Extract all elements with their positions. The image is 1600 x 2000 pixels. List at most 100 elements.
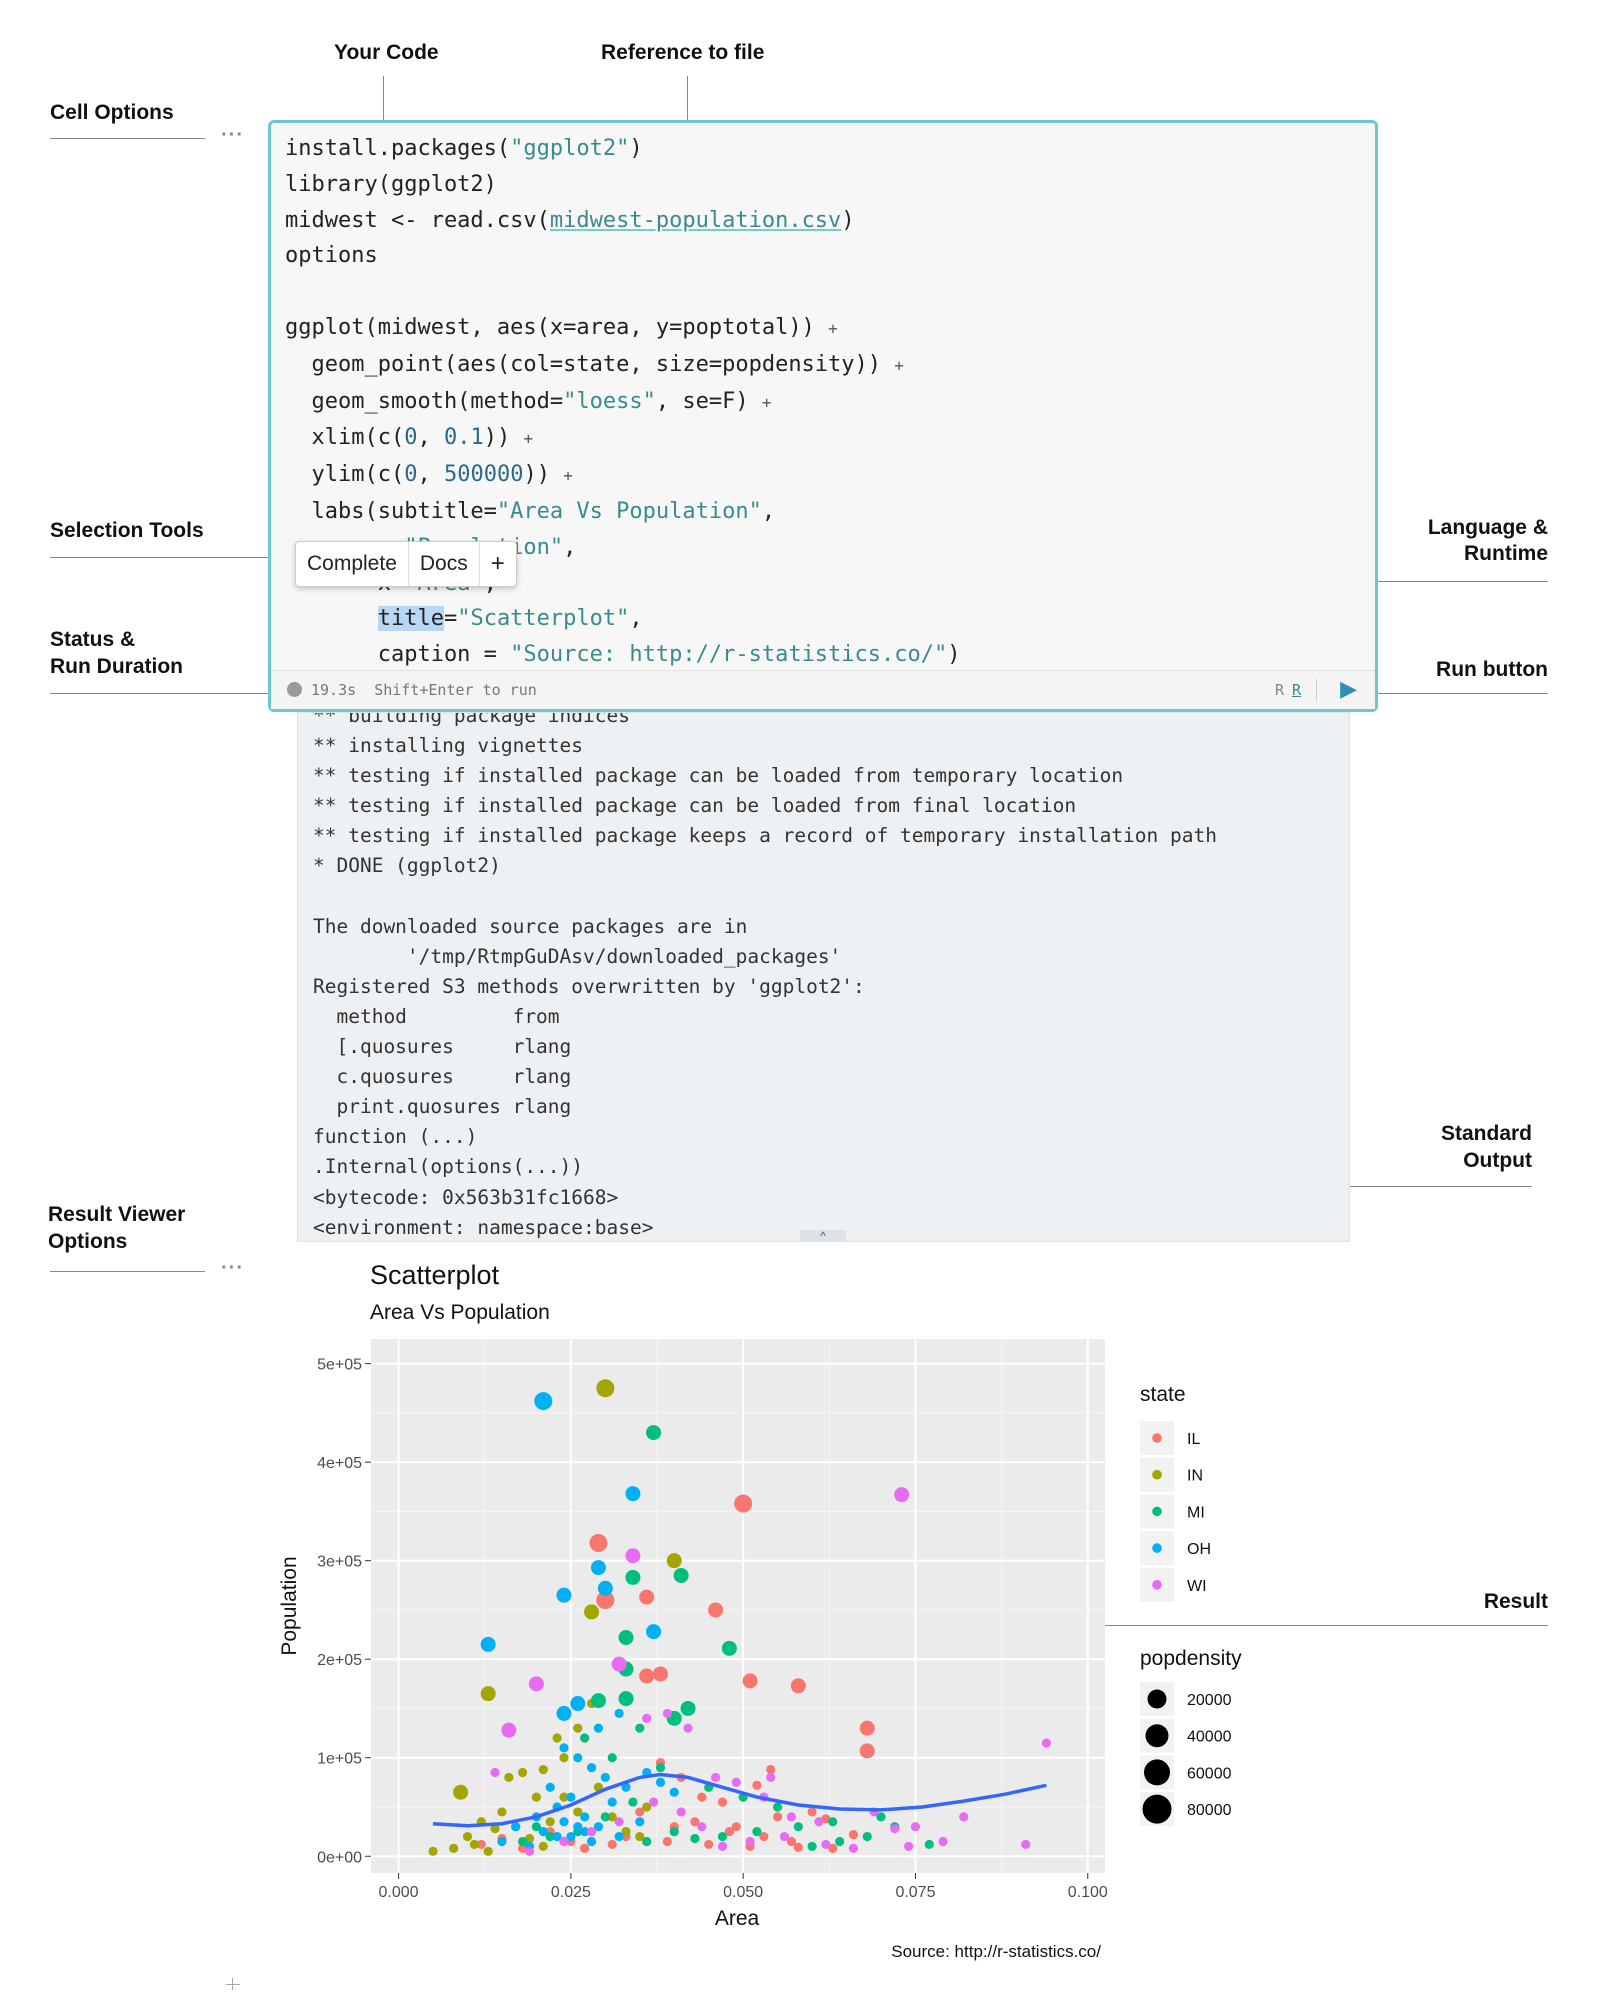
data-point-wi [890,1824,900,1834]
code-line: install.packages("ggplot2") [285,136,643,161]
complete-button[interactable]: Complete [296,542,409,586]
x-tick-label: 0.100 [1068,1884,1108,1901]
data-point-il [476,1839,486,1850]
code-line: library(ggplot2) [285,171,497,197]
data-point-wi [938,1836,948,1847]
data-point-mi [673,1567,689,1583]
data-point-wi [779,1831,790,1842]
data-point-in [552,1733,562,1743]
cell-options-menu-icon[interactable]: ··· [221,124,244,146]
data-point-in [469,1839,479,1850]
annotation-result-viewer-1: Result Viewer [48,1203,186,1226]
annotation-line [856,1625,1548,1626]
data-point-oh [655,1777,666,1787]
data-point-mi [828,1817,838,1827]
y-tick-label: 1e+05 [317,1751,362,1768]
data-point-oh [573,1822,583,1832]
annotation-status-2: Run Duration [50,655,183,678]
axis-ticks: 0.000 0.025 0.050 0.075 0.100 0e+00 1e+05 2e+05… [317,1357,1108,1901]
code-cell[interactable]: install.packages("ggplot2") library(ggpl… [268,120,1378,712]
data-point-il [635,1807,645,1817]
data-point-mi [607,1753,617,1763]
data-point-wi [1021,1839,1031,1850]
annotation-line [50,1271,205,1272]
legend-label: WI [1187,1578,1207,1595]
data-point-oh [559,1743,569,1753]
data-point-in [480,1686,496,1702]
collapse-output-button[interactable]: ^ [800,1230,846,1242]
language-label[interactable]: R [1274,681,1284,699]
output-line: ** testing if installed package can be l… [313,794,1077,818]
data-point-mi [618,1691,634,1707]
x-tick-label: 0.000 [379,1884,419,1901]
code-line: xlim(c(0, 0.1)) + [285,425,534,451]
run-button[interactable]: ▶ [1340,676,1357,702]
data-point-in [573,1723,583,1733]
data-point-il [752,1780,762,1790]
data-point-il [704,1839,714,1850]
grid [371,1339,1105,1873]
data-point-mi [807,1841,817,1851]
data-point-wi [611,1656,627,1672]
data-point-in [666,1553,682,1569]
data-point-il [717,1797,728,1807]
data-point-il [859,1720,875,1736]
data-point-il [518,1843,528,1853]
annotation-result: Result [1483,1590,1548,1613]
data-point-in [573,1807,583,1817]
legend-label: IL [1187,1431,1200,1448]
data-point-in [524,1833,535,1844]
output-line: print.quosures rlang [313,1095,572,1119]
legend-swatch-mi [1152,1506,1162,1517]
data-point-mi [655,1762,666,1773]
docs-button[interactable]: Docs [409,542,480,586]
y-tick-label: 4e+05 [317,1455,362,1472]
data-point-in [504,1772,514,1783]
runtime-label[interactable]: R [1291,681,1301,699]
standard-output-panel[interactable]: ** building package indices ** installin… [297,712,1350,1242]
code-line: geom_smooth(method="loess", se=F) + [285,388,772,414]
output-line: <bytecode: 0x563b31fc1668> [313,1185,619,1209]
code-line: ggplot(midwest, aes(x=area, y=poptotal))… [285,314,838,340]
data-point-il [766,1764,776,1775]
data-point-il [708,1602,724,1618]
standard-output-text: ** building package indices ** installin… [313,712,1217,1241]
data-point-oh [511,1822,521,1832]
data-point-in [449,1843,459,1853]
data-point-wi [683,1723,693,1733]
add-tool-button[interactable]: + [490,550,505,577]
play-icon: ▶ [1340,676,1357,701]
output-line: ** building package indices [313,712,630,727]
data-point-wi [524,1846,535,1856]
data-point-wi [848,1843,859,1853]
data-point-wi [910,1822,921,1832]
data-point-oh [621,1782,631,1792]
data-point-oh [566,1792,576,1802]
data-point-wi [559,1836,569,1847]
data-point-mi [600,1812,610,1822]
data-point-wi [528,1676,544,1692]
data-point-oh [480,1636,496,1652]
data-point-mi [752,1827,762,1837]
data-point-wi [648,1797,659,1807]
data-point-mi [862,1831,872,1842]
data-point-wi [614,1817,624,1827]
data-point-in [490,1824,500,1834]
data-point-il [821,1814,831,1824]
data-point-in [538,1764,548,1775]
output-line: method from [313,1004,572,1028]
data-point-il [859,1743,875,1759]
data-point-il [589,1533,608,1552]
data-point-wi [903,1841,914,1851]
data-point-wi [711,1772,721,1783]
data-point-wi [501,1722,517,1738]
code-line: ylim(c(0, 500000)) + [285,462,573,488]
add-cell-icon[interactable] [226,1984,240,1985]
y-tick-label: 5e+05 [317,1357,362,1374]
result-viewer-options-icon[interactable]: ··· [221,1257,244,1279]
data-point-mi [835,1836,845,1847]
annotation-standard-output-1: Standard [1440,1122,1532,1145]
annotation-result-viewer-2: Options [48,1230,128,1253]
data-point-mi [625,1569,641,1585]
